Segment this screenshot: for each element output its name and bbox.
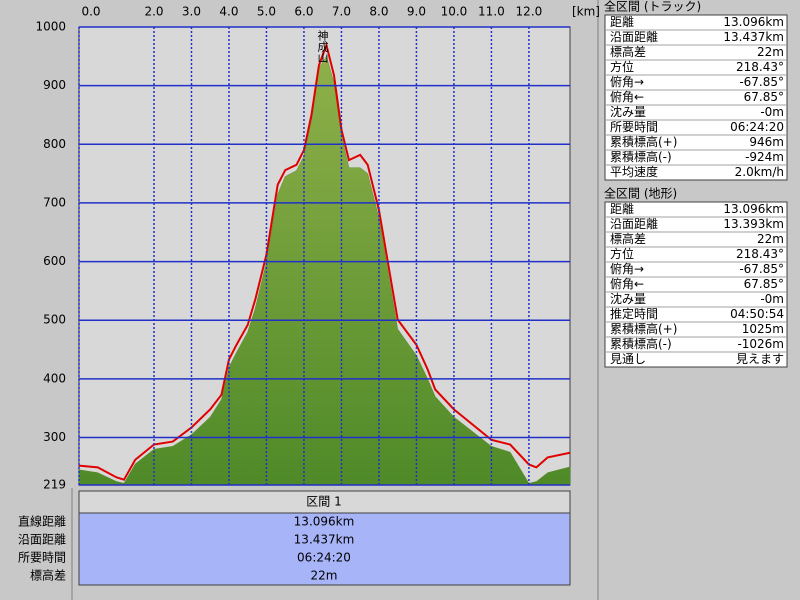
row-label: 距離 xyxy=(610,202,634,216)
row-label: 方位 xyxy=(610,246,634,261)
panel-title: 全区間 (地形) xyxy=(604,186,677,201)
row-value: 218.43° xyxy=(736,247,784,261)
row-value: 22m xyxy=(311,569,338,583)
row-value: -67.85° xyxy=(739,262,784,276)
panel-box xyxy=(604,14,788,181)
row-label: 沈み量 xyxy=(610,291,646,306)
x-tick-label: 6.0 xyxy=(294,5,313,19)
x-unit: [km] xyxy=(572,5,600,19)
x-tick-label: 11.0 xyxy=(478,5,505,19)
row-value: 218.43° xyxy=(736,60,784,74)
row-value: -0m xyxy=(760,292,784,306)
row-value: 1025m xyxy=(742,322,784,336)
y-tick-label: 800 xyxy=(43,137,66,151)
row-label: 沈み量 xyxy=(610,104,646,119)
x-tick-label: 0.0 xyxy=(81,5,100,19)
row-label: 標高差 xyxy=(610,44,646,59)
y-tick-label: 700 xyxy=(43,195,66,209)
section-box xyxy=(78,512,571,586)
row-value: 2.0km/h xyxy=(735,165,784,179)
row-value: 06:24:20 xyxy=(297,551,351,565)
row-value: -1026m xyxy=(737,337,784,351)
row-value: 946m xyxy=(749,135,784,149)
row-label: 沿面距離 xyxy=(610,217,658,231)
row-label: 平均速度 xyxy=(610,164,658,179)
row-label: 俯角→ xyxy=(610,74,644,89)
y-tick-label: 900 xyxy=(43,78,66,92)
row-label: 所要時間 xyxy=(18,551,66,565)
peak-label: 神成山 xyxy=(316,29,329,63)
x-tick-label: 7.0 xyxy=(332,5,351,19)
row-value: 13.096km xyxy=(723,15,784,29)
y-tick-label: 400 xyxy=(43,371,66,385)
section-title: 区間 1 xyxy=(306,495,341,509)
row-label: 方位 xyxy=(610,59,634,74)
row-value: 06:24:20 xyxy=(730,120,784,134)
row-label: 沿面距離 xyxy=(610,30,658,44)
row-label: 俯角← xyxy=(610,89,644,104)
row-label: 累積標高(+) xyxy=(610,321,677,336)
y-tick-label: 300 xyxy=(43,430,66,444)
x-tick-label: 2.0 xyxy=(144,5,163,19)
x-tick-label: 8.0 xyxy=(369,5,388,19)
x-tick-label: 12.0 xyxy=(516,5,543,19)
y-tick-label: 600 xyxy=(43,254,66,268)
x-tick-label: 10.0 xyxy=(441,5,468,19)
track-line xyxy=(78,41,571,481)
row-label: 俯角← xyxy=(610,276,644,291)
x-tick-label: 4.0 xyxy=(219,5,238,19)
row-value: 13.437km xyxy=(723,30,784,44)
y-tick-label: 219 xyxy=(43,478,66,492)
row-label: 直線距離 xyxy=(18,514,66,529)
row-label: 累積標高(+) xyxy=(610,134,677,149)
row-value: 13.096km xyxy=(723,202,784,216)
panel-box xyxy=(604,201,788,368)
x-tick-label: 5.0 xyxy=(257,5,276,19)
row-value: 04:50:54 xyxy=(730,307,784,321)
row-value: -0m xyxy=(760,105,784,119)
row-label: 見通し xyxy=(610,352,646,366)
row-label: 標高差 xyxy=(30,568,66,583)
row-value: -67.85° xyxy=(739,75,784,89)
row-label: 標高差 xyxy=(610,231,646,246)
row-value: 67.85° xyxy=(744,277,784,291)
row-value: 見えます xyxy=(736,352,784,366)
row-label: 沿面距離 xyxy=(18,533,66,547)
y-tick-label: 500 xyxy=(43,313,66,327)
x-tick-label: 3.0 xyxy=(182,5,201,19)
row-value: 13.437km xyxy=(294,533,355,547)
row-label: 推定時間 xyxy=(610,306,658,321)
row-value: 22m xyxy=(757,45,784,59)
panel-title: 全区間 (トラック) xyxy=(604,0,701,14)
y-tick-label: 1000 xyxy=(35,20,66,34)
row-value: -924m xyxy=(745,150,784,164)
row-value: 67.85° xyxy=(744,90,784,104)
row-label: 累積標高(-) xyxy=(610,149,672,164)
row-label: 所要時間 xyxy=(610,120,658,134)
row-value: 13.096km xyxy=(294,515,355,529)
row-value: 13.393km xyxy=(723,217,784,231)
row-label: 累積標高(-) xyxy=(610,336,672,351)
row-label: 俯角→ xyxy=(610,261,644,276)
row-label: 距離 xyxy=(610,15,634,29)
x-tick-label: 9.0 xyxy=(407,5,426,19)
row-value: 22m xyxy=(757,232,784,246)
